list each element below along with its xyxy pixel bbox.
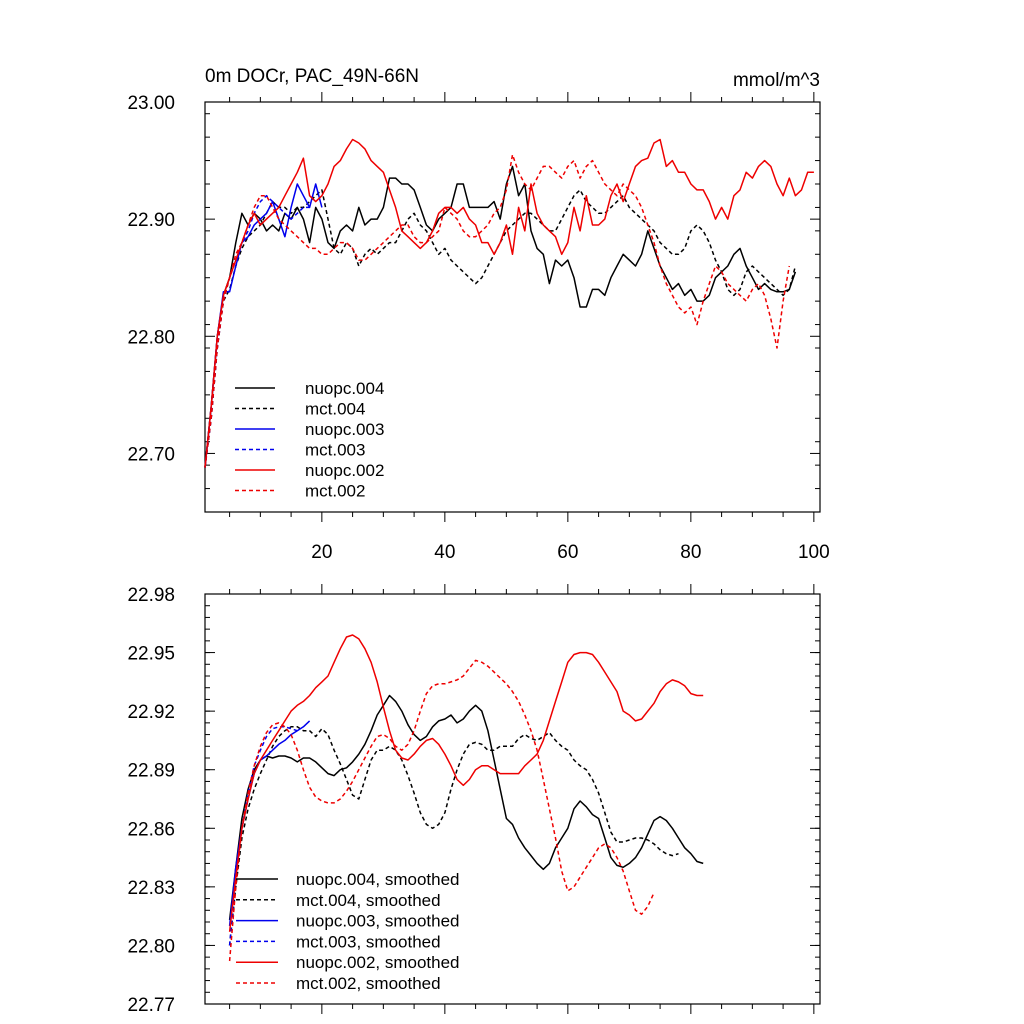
series-line-mct-002 (204, 153, 791, 468)
y-tick-label: 22.70 (127, 444, 175, 465)
y-tick-label: 22.92 (127, 702, 175, 723)
series-line-mct-002-smoothed (228, 659, 655, 962)
series-line-mct-004 (204, 189, 797, 468)
legend-label: mct.002 (305, 482, 365, 501)
legend-label: mct.003, smoothed (296, 932, 441, 951)
x-tick-label: 100 (798, 542, 830, 563)
y-tick-label: 22.98 (127, 585, 175, 606)
bottom-axis-ticks: 22.77 22.80 22.83 22.86 22.89 22.92 22.95 22.98 (127, 584, 820, 1016)
y-tick-label: 22.89 (127, 761, 175, 782)
legend-label: mct.003 (305, 441, 365, 460)
bottom-plot-frame (204, 593, 821, 1005)
top-plot-frame (204, 101, 821, 513)
series-line-mct-004-smoothed (228, 726, 679, 946)
y-tick-label: 22.83 (127, 878, 175, 899)
top-axis-ticks: 22.70 22.80 22.90 23.00 20 40 60 80 100 (127, 92, 830, 563)
series-line-nuopc-004-smoothed (228, 694, 704, 921)
units-label: mmol/m^3 (733, 70, 820, 91)
top-series-group (204, 138, 814, 468)
legend-label: mct.004, smoothed (296, 891, 441, 910)
legend-label: nuopc.003 (305, 420, 384, 439)
bottom-series-group (228, 634, 704, 962)
x-tick-label: 20 (311, 542, 332, 563)
bottom-panel: 22.77 22.80 22.83 22.86 22.89 22.92 22.95 22.98… (127, 584, 821, 1016)
y-tick-label: 22.90 (127, 210, 175, 231)
y-tick-label: 22.77 (127, 995, 175, 1016)
legend-label: nuopc.004 (305, 379, 384, 398)
legend-label: nuopc.004, smoothed (296, 870, 460, 889)
chart-title: 0m DOCr, PAC_49N-66N (205, 66, 419, 87)
legend-label: nuopc.002, smoothed (296, 953, 460, 972)
y-tick-label: 22.80 (127, 936, 175, 957)
bottom-legend: nuopc.004, smoothed mct.004, smoothed nuop… (236, 870, 460, 993)
legend-label: nuopc.003, smoothed (296, 912, 460, 931)
x-tick-label: 60 (557, 542, 578, 563)
y-tick-label: 22.86 (127, 819, 175, 840)
series-line-mct-003 (204, 194, 310, 468)
y-tick-label: 23.00 (127, 93, 175, 114)
top-panel: 0m DOCr, PAC_49N-66N mmol/m^3 22.70 22.80… (127, 66, 829, 563)
legend-label: mct.004 (305, 400, 365, 419)
series-line-nuopc-002 (204, 138, 814, 468)
legend-label: mct.002, smoothed (296, 974, 441, 993)
series-line-nuopc-004 (204, 165, 797, 468)
x-tick-label: 80 (680, 542, 701, 563)
x-tick-label: 40 (434, 542, 455, 563)
legend-label: nuopc.002 (305, 461, 384, 480)
series-line-nuopc-002-smoothed (228, 634, 704, 932)
y-tick-label: 22.80 (127, 327, 175, 348)
series-line-mct-003-smoothed (228, 726, 298, 946)
y-tick-label: 22.95 (127, 644, 175, 665)
